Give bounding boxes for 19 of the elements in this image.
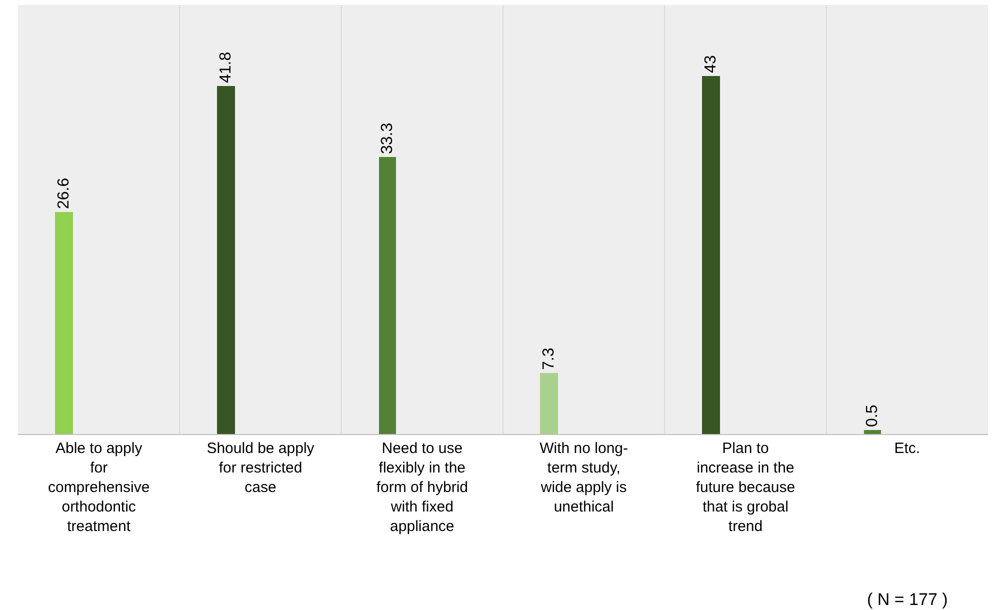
bar <box>702 76 720 434</box>
data-label: 43 <box>702 55 720 73</box>
x-tick-label: Able to apply for comprehensive orthodontic treatment <box>48 440 150 535</box>
bar <box>864 430 881 434</box>
x-tick-label: With no long-term study, wide apply is unethical <box>540 440 628 516</box>
data-label: 41.8 <box>218 52 234 83</box>
data-label: 33.3 <box>379 122 396 154</box>
data-label: 26.6 <box>56 178 72 209</box>
x-tick-label: Plan to increase in the future because that is grobal trend <box>696 440 796 535</box>
x-tick-label: Etc. <box>894 440 920 457</box>
bar <box>379 157 396 434</box>
data-label: 0.5 <box>864 404 881 427</box>
text: ( N = 177 ) <box>867 590 948 609</box>
bar <box>55 212 73 434</box>
x-tick-label: Should be apply for restricted case <box>206 440 315 496</box>
bar <box>540 373 558 434</box>
bar <box>217 86 235 434</box>
data-label: 7.3 <box>540 348 558 370</box>
x-tick-label: Need to use flexibly in the form of hybrid with fixed appliance <box>376 440 468 535</box>
